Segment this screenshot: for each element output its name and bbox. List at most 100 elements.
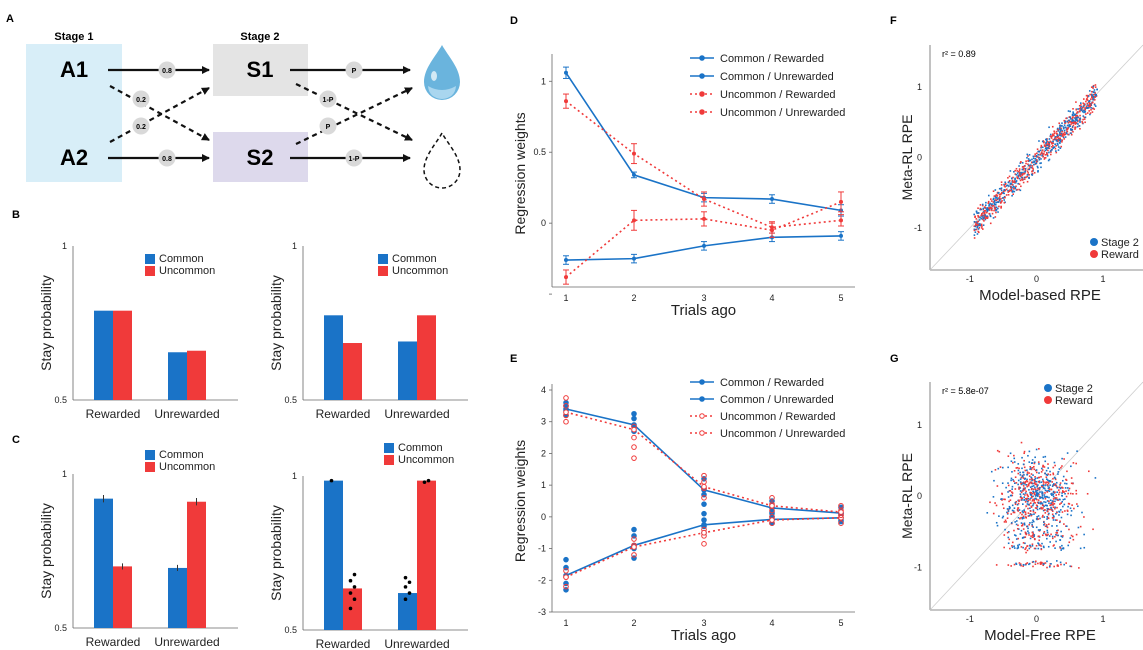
scatter-point [1004, 528, 1006, 531]
scatter-point [1075, 118, 1078, 121]
scatter-point [1048, 151, 1050, 154]
scatter-point [1002, 197, 1005, 199]
scatter-point [1005, 188, 1008, 191]
scatter-point [1065, 117, 1067, 120]
scatter-point [977, 228, 980, 230]
scatter-point [1029, 465, 1032, 468]
scatter-point [1077, 120, 1079, 123]
scatter-point [1020, 185, 1022, 188]
scatter-point [1008, 538, 1011, 541]
scatter-point [1029, 481, 1032, 484]
scatter-point [1039, 162, 1041, 165]
scatter-point [1018, 183, 1021, 185]
scatter-point [1007, 542, 1010, 545]
scatter-point [1062, 490, 1064, 492]
scatter-point [1075, 492, 1078, 495]
scatter-point [1012, 176, 1014, 179]
scatter-point [1057, 128, 1059, 131]
scatter-point [1040, 502, 1042, 505]
scatter-point [1031, 161, 1033, 164]
scatter-point [1088, 110, 1090, 112]
scatter-point [1018, 499, 1020, 502]
scatter-point [1003, 192, 1005, 195]
legend-label: Common / Rewarded [720, 53, 824, 65]
scatter-point [1023, 450, 1026, 453]
data-point [329, 478, 334, 483]
scatter-point [1025, 533, 1028, 536]
scatter-point [1076, 116, 1079, 119]
scatter-point [1015, 167, 1018, 170]
scatter-point [1056, 491, 1058, 494]
scatter-point [1000, 498, 1002, 501]
x-tick-label: 4 [769, 618, 774, 628]
x-tick-label: Unrewarded [154, 407, 219, 421]
scatter-point [1030, 506, 1033, 508]
scatter-point [1039, 486, 1041, 489]
scatter-point [990, 204, 993, 207]
scatter-point [1046, 518, 1048, 520]
legend-label: Uncommon / Unrewarded [720, 107, 845, 119]
scatter-point [1022, 503, 1024, 505]
scatter-point [1028, 523, 1031, 526]
scatter-point [1045, 473, 1048, 476]
scatter-point [1006, 517, 1009, 519]
data-point [352, 572, 357, 577]
scatter-point [1036, 492, 1038, 494]
legend-marker [699, 413, 705, 419]
legend-swatch [145, 254, 155, 264]
scatter-point [1064, 482, 1066, 485]
y-tick-label: -1 [538, 544, 546, 554]
scatter-point [981, 212, 984, 214]
x-axis-label: Trials ago [671, 627, 736, 644]
scatter-point [1020, 173, 1023, 175]
scatter-point [1052, 484, 1054, 486]
y-tick-label: 3 [541, 417, 546, 427]
scatter-point [1047, 545, 1050, 548]
scatter-point [1017, 546, 1019, 548]
scatter-point [1041, 154, 1043, 157]
scatter-point [1029, 507, 1031, 510]
scatter-point [1021, 172, 1024, 175]
scatter-point [1030, 535, 1032, 537]
scatter-point [1082, 105, 1085, 107]
scatter-point [1040, 166, 1042, 169]
scatter-point [1058, 139, 1060, 142]
scatter-point [1049, 484, 1051, 486]
scatter-point [1035, 518, 1038, 520]
scatter-point [1027, 160, 1029, 162]
scatter-point [1065, 525, 1068, 528]
scatter-point [1059, 133, 1062, 136]
scatter-point [1021, 513, 1023, 516]
scatter-point [999, 198, 1001, 201]
scatter-point [1043, 524, 1045, 526]
scatter-point [1071, 119, 1074, 121]
scatter-point [1026, 174, 1029, 176]
scatter-point [988, 207, 990, 209]
scatter-point [1034, 486, 1036, 489]
scatter-point [1035, 497, 1037, 500]
x-tick-label: 2 [631, 293, 636, 303]
scatter-point [1033, 535, 1035, 538]
scatter-point [982, 211, 985, 213]
scatter-point [1041, 469, 1044, 471]
scatter-point [1016, 172, 1019, 174]
scatter-point [1044, 504, 1047, 507]
scatter-point [1009, 489, 1012, 492]
scatter-point [1055, 485, 1058, 487]
scatter-point [1072, 130, 1074, 133]
scatter-point [1049, 133, 1052, 136]
scatter-point [1067, 127, 1070, 129]
scatter-point [1033, 501, 1036, 503]
scatter-point [1000, 205, 1002, 208]
scatter-point [1000, 187, 1003, 189]
scatter-point [1018, 467, 1020, 470]
scatter-point [1062, 127, 1065, 130]
scatter-point [1061, 491, 1064, 493]
scatter-point [1010, 460, 1013, 463]
scatter-point [1007, 536, 1010, 539]
scatter-point [1024, 511, 1027, 514]
y-tick-label: 1 [62, 469, 67, 479]
scatter-point [1033, 161, 1036, 163]
prob-bubble-a1-s1: 0.8 [158, 61, 176, 79]
